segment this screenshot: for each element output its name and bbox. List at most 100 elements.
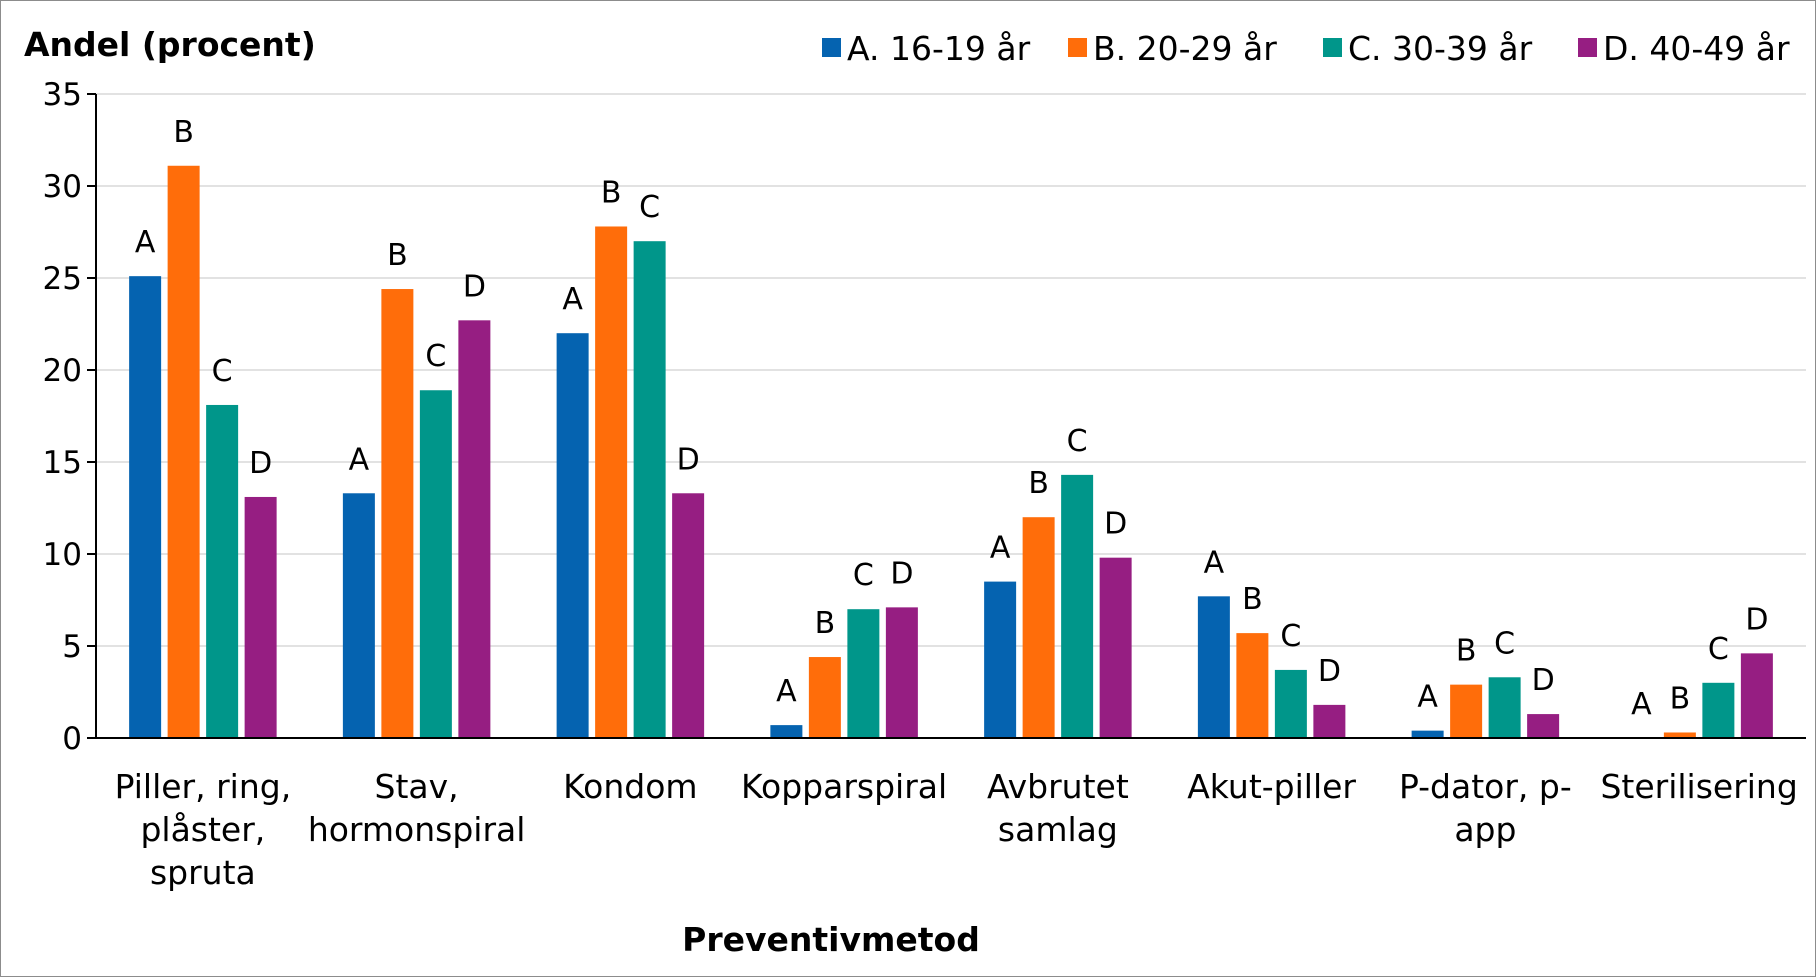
bar — [1488, 677, 1521, 738]
bar-data-label: D — [1532, 663, 1555, 698]
bar-data-label: A — [1631, 687, 1652, 722]
bar — [1740, 653, 1773, 738]
bar — [1061, 474, 1094, 738]
legend-swatch — [1068, 38, 1087, 57]
bar — [595, 226, 628, 739]
legend-swatch — [822, 38, 841, 57]
x-category-label: Avbrutet samlag — [987, 767, 1129, 849]
axes: 0 5 10 15 20 25 30 35 Piller, ring, plåster, sprut… — [43, 77, 1806, 892]
bar — [244, 496, 277, 738]
bar-data-label: A — [1417, 680, 1438, 715]
bar — [1022, 517, 1055, 738]
bar — [1663, 732, 1696, 738]
bar — [167, 165, 200, 738]
x-category-label: Akut-piller — [1187, 767, 1356, 806]
bar-data-label: B — [387, 238, 408, 273]
bar — [342, 493, 375, 738]
x-category-label: Kondom — [563, 767, 697, 806]
legend-item[interactable]: C. 30-39 år — [1323, 29, 1533, 68]
bar — [1313, 704, 1346, 738]
bar-data-label: C — [425, 339, 446, 374]
gridlines — [96, 93, 1806, 647]
bar-data-label: B — [1242, 582, 1263, 617]
bar — [556, 333, 589, 738]
legend-label: B. 20-29 år — [1093, 29, 1277, 68]
bar — [672, 493, 705, 738]
bar-data-label: D — [677, 442, 700, 477]
bar-data-label: D — [1318, 654, 1341, 689]
bar-data-label: A — [562, 282, 583, 317]
bar-data-label: D — [463, 269, 486, 304]
bar — [129, 276, 162, 738]
bar-data-label: A — [349, 442, 370, 477]
bar — [847, 609, 880, 738]
legend-item[interactable]: A. 16-19 år — [822, 29, 1031, 68]
bar-data-label: B — [815, 606, 836, 641]
bar-data-label: C — [1280, 619, 1301, 654]
y-tick-label: 5 — [62, 629, 82, 665]
bar-data-label: D — [1104, 507, 1127, 542]
bar — [381, 289, 414, 738]
y-tick-label: 0 — [62, 721, 82, 757]
bar — [1236, 633, 1269, 738]
x-axis-title: Preventivmetod — [682, 920, 980, 959]
bar-data-label: A — [990, 531, 1011, 566]
bar — [1702, 682, 1735, 738]
y-tick-label: 15 — [43, 445, 82, 481]
bar-data-label: D — [1745, 602, 1768, 637]
bar-data-label: D — [890, 556, 913, 591]
bar-data-label: B — [1670, 681, 1691, 716]
bar — [808, 657, 841, 738]
y-tick-label: 25 — [43, 261, 82, 297]
legend-swatch — [1323, 38, 1342, 57]
x-category-label: Stav, hormonspiral — [308, 767, 526, 849]
bar — [458, 320, 491, 738]
bar-data-label: A — [776, 674, 797, 709]
bar — [206, 404, 239, 738]
x-category-label: Piller, ring, plåster, spruta — [115, 767, 292, 892]
bar-data-label: C — [1067, 424, 1088, 459]
x-category-label: Kopparspiral — [741, 767, 947, 806]
bar-data-label: A — [135, 225, 156, 260]
bar — [419, 390, 452, 738]
bar — [885, 607, 918, 738]
bar — [770, 725, 803, 738]
bar-data-label: C — [1708, 632, 1729, 667]
legend-item[interactable]: B. 20-29 år — [1068, 29, 1277, 68]
bar-data-label: A — [1204, 545, 1225, 580]
bar — [1274, 669, 1307, 738]
bar — [984, 581, 1017, 738]
bars — [129, 165, 1773, 739]
bar — [1411, 730, 1444, 738]
legend-label: A. 16-19 år — [847, 29, 1031, 68]
bar-data-label: C — [1494, 626, 1515, 661]
legend-label: D. 40-49 år — [1603, 29, 1790, 68]
bar-data-label: B — [173, 115, 194, 150]
y-axis-title: Andel (procent) — [24, 25, 316, 64]
bar-data-label: C — [212, 354, 233, 389]
legend[interactable]: A. 16-19 år B. 20-29 år C. 30-39 år D. 40-4… — [822, 29, 1790, 68]
bar-data-label: C — [639, 190, 660, 225]
y-tick-label: 20 — [43, 353, 82, 389]
legend-item[interactable]: D. 40-49 år — [1578, 29, 1790, 68]
y-tick-label: 10 — [43, 537, 82, 573]
bar — [1197, 596, 1230, 738]
bar-data-label: B — [601, 175, 622, 210]
y-tick-label: 30 — [43, 169, 82, 205]
legend-label: C. 30-39 år — [1348, 29, 1533, 68]
bar — [633, 241, 666, 738]
y-tick-label: 35 — [43, 77, 82, 113]
bar — [1527, 714, 1560, 738]
bar-data-label: C — [853, 558, 874, 593]
bar-data-label: B — [1028, 466, 1049, 501]
x-category-label: Sterilisering — [1600, 767, 1797, 806]
legend-swatch — [1578, 38, 1597, 57]
x-category-label: P-dator, p-app — [1399, 767, 1572, 849]
bar-data-label: B — [1456, 634, 1477, 669]
bar — [1099, 557, 1132, 738]
bar — [1450, 684, 1483, 738]
bar-data-label: D — [249, 446, 272, 481]
